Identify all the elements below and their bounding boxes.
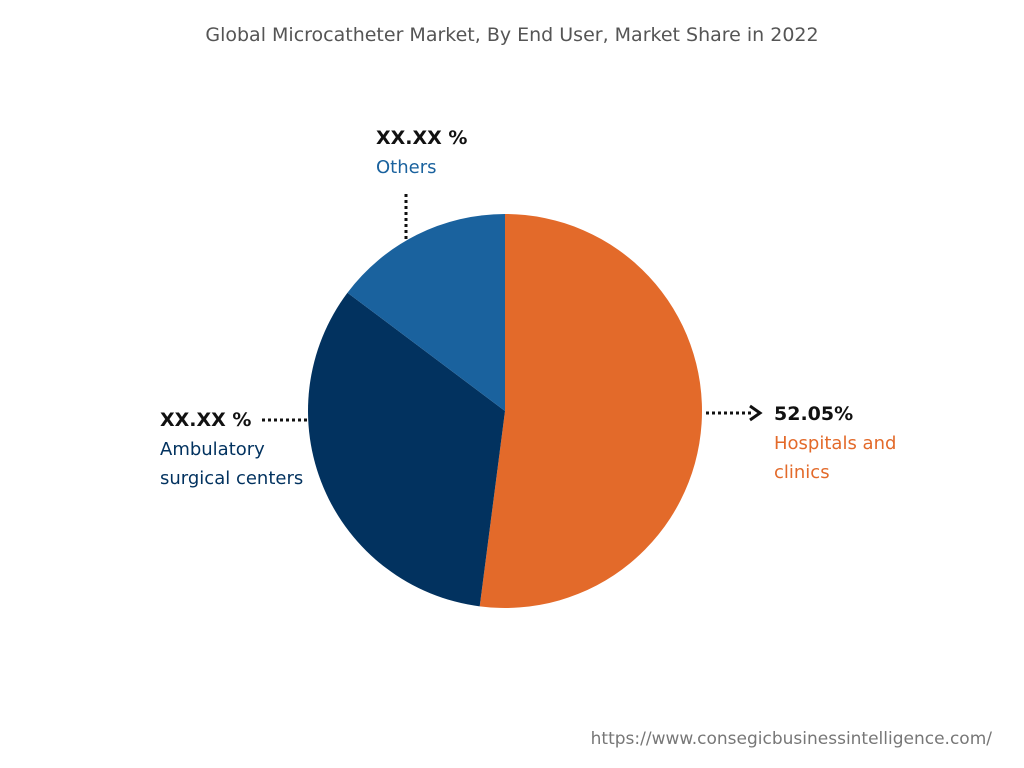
pie-slice-ambulatory-surgical-centers xyxy=(308,292,505,607)
ambulatory-name: Ambulatory surgical centers xyxy=(160,439,304,489)
source-url[interactable]: https://www.consegicbusinessintelligence… xyxy=(590,729,992,749)
label-hospitals: 52.05% Hospitals and clinics xyxy=(774,400,914,487)
chart-title: Global Microcatheter Market, By End User… xyxy=(205,24,819,46)
hospitals-name: Hospitals and clinics xyxy=(774,433,897,483)
arrow-icon xyxy=(749,404,763,422)
others-name: Others xyxy=(376,157,437,178)
pie-slice-others xyxy=(347,214,505,411)
ambulatory-value: XX.XX % xyxy=(160,409,252,431)
pie-slice-hospitals-and-clinics xyxy=(479,214,703,609)
others-value: XX.XX % xyxy=(376,127,468,149)
label-ambulatory: XX.XX % Ambulatory surgical centers xyxy=(160,406,320,493)
hospitals-value: 52.05% xyxy=(774,403,854,425)
label-others: XX.XX % Others xyxy=(376,124,467,182)
